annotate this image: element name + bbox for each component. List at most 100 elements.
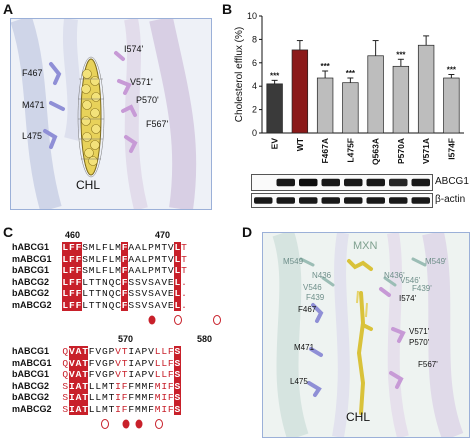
residue: S	[62, 392, 69, 403]
residue: L	[82, 276, 88, 288]
panel-d-label-f439p: F439'	[412, 284, 432, 293]
block1-markers	[148, 315, 221, 325]
residue: T	[81, 403, 89, 415]
panel-d-label-i574: I574'	[399, 294, 417, 303]
residue: L	[154, 369, 161, 380]
residue: I	[115, 403, 121, 415]
residue: I	[128, 357, 135, 369]
residue: T	[81, 357, 89, 369]
residue: L	[108, 242, 115, 253]
residue: S	[62, 403, 69, 415]
residue: M	[141, 380, 148, 392]
wb-label-actin: β-actin	[435, 194, 466, 205]
residue: T	[161, 265, 168, 276]
residue: V	[141, 299, 148, 311]
residue: I	[115, 380, 121, 392]
residue: P	[141, 357, 148, 369]
blot-band	[321, 178, 340, 187]
residue: A	[154, 276, 161, 288]
x-tick-label: Q563A	[371, 138, 381, 165]
residue: L	[174, 242, 181, 254]
residue: F	[121, 403, 128, 415]
residue: L	[108, 253, 115, 265]
residue: S	[82, 253, 88, 265]
residue: T	[81, 380, 89, 392]
residue: F	[88, 357, 95, 369]
bar-L475F	[342, 82, 359, 134]
residue: V	[148, 369, 154, 380]
residue: N	[101, 276, 108, 288]
residue: L	[161, 346, 168, 357]
blot-band	[344, 197, 363, 204]
x-tick-label: I574F	[446, 138, 456, 160]
bar-WT	[291, 49, 309, 134]
residue: F	[75, 242, 82, 254]
residue: L	[161, 369, 168, 380]
residue: I	[68, 380, 76, 392]
sequence-name: hABCG1	[12, 346, 50, 356]
y-tick-label: 8	[252, 34, 257, 44]
residue: M	[154, 403, 161, 415]
residue: S	[174, 369, 181, 381]
alignment-row: bABCG1 L F F S M L F L M F A A L P M T V L T	[12, 265, 187, 277]
residue: L	[108, 265, 115, 276]
residue: L	[95, 253, 102, 265]
residue: S	[82, 265, 88, 276]
panel-a-label-l475: L475	[22, 131, 43, 141]
residue: V	[167, 253, 174, 265]
panel-d-ligand-label: CHL	[346, 410, 371, 424]
residue: C	[115, 288, 121, 299]
residue: M	[134, 392, 141, 403]
residue: F	[121, 276, 128, 288]
residue: A	[154, 299, 161, 311]
residue: M	[115, 253, 121, 265]
residue: L	[62, 299, 69, 311]
significance-marker: ***	[270, 71, 280, 80]
residue: F	[88, 369, 95, 380]
residue: S	[148, 288, 154, 299]
residue: Q	[108, 288, 115, 299]
residue: V	[68, 346, 76, 358]
blot-band	[299, 197, 318, 204]
residue: .	[181, 288, 187, 299]
residue: M	[101, 403, 108, 415]
residue: S	[134, 299, 141, 311]
residue: L	[174, 253, 181, 265]
residue: F	[128, 392, 135, 403]
significance-marker: ***	[320, 62, 330, 71]
residue: F	[121, 265, 128, 277]
bar-V571A	[417, 44, 435, 134]
residue: L	[141, 253, 148, 265]
residue: M	[154, 380, 161, 392]
residue: M	[88, 253, 95, 265]
x-tick-label: V571A	[421, 138, 431, 164]
y-tick-label: 0	[252, 128, 257, 138]
panel-a-label-i574: I574'	[124, 44, 144, 54]
residue: V	[167, 242, 174, 253]
residue: I	[68, 392, 76, 404]
residue: V	[148, 357, 154, 369]
residue: T	[95, 276, 102, 288]
residue: F	[121, 299, 128, 311]
blot-band	[366, 178, 385, 187]
x-tick-label: L475F	[345, 138, 355, 163]
residue: M	[134, 380, 141, 392]
residue: G	[101, 346, 108, 357]
residue: F	[148, 380, 154, 392]
bar-EV	[266, 83, 283, 134]
blot-band	[411, 197, 430, 204]
block2-pos-570: 570	[118, 334, 134, 344]
alignment-row: hABCG1 L F F S M L F L M F A A L P M T V L T	[12, 242, 187, 254]
bar-Q563A	[367, 55, 384, 134]
residue: S	[134, 276, 141, 288]
residue: L	[88, 380, 95, 392]
residue: I	[68, 403, 76, 415]
residue: M	[115, 265, 121, 276]
residue: A	[134, 346, 141, 357]
residue: S	[148, 299, 154, 311]
blot-band	[389, 178, 408, 187]
panel-d-letter: D	[242, 224, 253, 240]
sequence-name: bABCG2	[12, 392, 50, 402]
residue: A	[75, 392, 82, 404]
